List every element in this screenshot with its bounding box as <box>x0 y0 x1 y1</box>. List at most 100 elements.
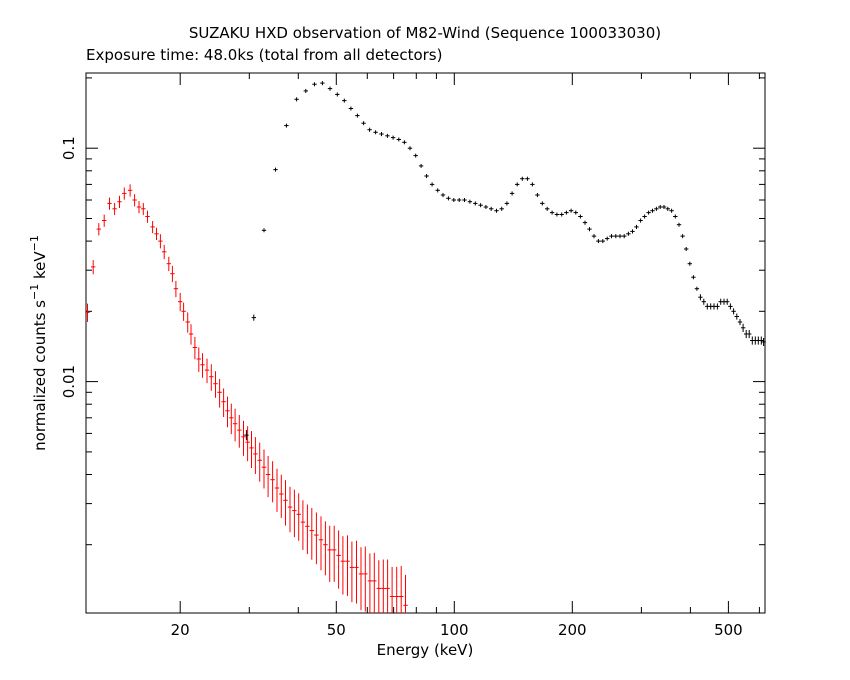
data-point <box>294 97 299 102</box>
data-point <box>402 140 407 145</box>
data-point <box>363 546 368 612</box>
data-point <box>457 198 462 202</box>
data-point <box>609 234 614 239</box>
data-point <box>658 205 663 209</box>
x-tick-label: 20 <box>171 621 190 639</box>
x-tick-label: 100 <box>440 621 469 639</box>
data-point <box>435 188 440 193</box>
data-point <box>342 98 347 103</box>
data-point <box>237 415 242 448</box>
data-point <box>361 121 366 126</box>
data-point <box>376 560 381 613</box>
data-point <box>162 244 167 260</box>
data-point <box>170 265 175 283</box>
data-point <box>676 222 682 227</box>
data-point <box>349 541 355 603</box>
data-point <box>261 228 267 233</box>
plot-frame <box>85 72 766 614</box>
data-point <box>379 132 384 137</box>
data-point <box>355 113 360 118</box>
y-axis-label-exp2: −1 <box>28 235 41 251</box>
data-point <box>396 137 401 142</box>
data-point <box>504 201 510 206</box>
data-point <box>691 275 696 280</box>
data-point <box>178 292 183 312</box>
data-point <box>429 182 435 187</box>
data-point <box>591 234 597 239</box>
data-point <box>150 221 155 234</box>
y-axis-ticks: 0.01 0.1 <box>60 77 765 546</box>
data-point <box>204 358 210 384</box>
data-point <box>654 206 659 211</box>
data-point <box>385 559 390 613</box>
data-point <box>499 206 504 211</box>
data-point <box>559 212 564 217</box>
data-point <box>630 229 635 234</box>
data-point <box>389 566 395 613</box>
data-point <box>390 135 396 140</box>
data-point <box>573 210 578 215</box>
data-point <box>761 337 766 346</box>
data-point <box>701 298 706 305</box>
data-point <box>284 123 289 128</box>
data-point <box>200 353 205 378</box>
data-point <box>127 184 133 197</box>
data-point <box>451 198 456 202</box>
data-point <box>232 408 238 442</box>
data-point <box>728 303 733 310</box>
data-point <box>489 206 494 211</box>
data-point <box>253 437 258 474</box>
data-series <box>85 81 766 613</box>
x-tick-label: 500 <box>714 621 743 639</box>
data-point <box>413 153 418 158</box>
data-point <box>251 314 256 321</box>
data-point <box>737 319 743 326</box>
data-point <box>596 239 601 244</box>
data-point <box>287 486 293 533</box>
data-point <box>731 308 736 315</box>
x-axis-label: Energy (keV) <box>377 641 474 659</box>
data-point <box>188 324 194 345</box>
data-point <box>642 214 647 219</box>
data-point <box>217 379 222 408</box>
data-point <box>181 302 186 321</box>
data-point <box>336 530 341 589</box>
data-point <box>323 521 328 576</box>
data-point <box>209 364 214 391</box>
data-point <box>303 88 308 93</box>
data-point <box>424 174 429 179</box>
data-point <box>613 234 618 239</box>
data-point <box>715 303 720 310</box>
data-point <box>440 193 446 198</box>
data-point <box>626 231 631 236</box>
data-point <box>145 210 150 223</box>
data-point <box>617 234 623 239</box>
data-point <box>158 234 163 249</box>
data-point <box>568 208 574 213</box>
data-point <box>244 430 249 441</box>
data-point <box>525 176 530 181</box>
data-point <box>367 553 373 613</box>
data-point <box>478 203 483 208</box>
data-point <box>345 535 350 596</box>
data-point <box>225 396 230 428</box>
data-point <box>687 261 692 266</box>
data-point <box>102 214 107 227</box>
data-point <box>332 525 337 582</box>
x-axis-ticks: 20 50 100 200 500 <box>171 73 760 639</box>
data-point <box>669 208 674 213</box>
data-point <box>494 208 499 213</box>
data-point <box>381 559 386 613</box>
data-point <box>305 504 310 555</box>
data-point <box>473 201 478 206</box>
data-point <box>509 191 515 196</box>
data-point <box>578 214 583 219</box>
data-point <box>213 371 218 398</box>
data-point <box>650 208 655 213</box>
data-point <box>166 256 171 272</box>
data-point <box>257 442 262 482</box>
data-point <box>545 206 550 211</box>
data-point <box>446 196 451 201</box>
data-point <box>407 146 413 151</box>
